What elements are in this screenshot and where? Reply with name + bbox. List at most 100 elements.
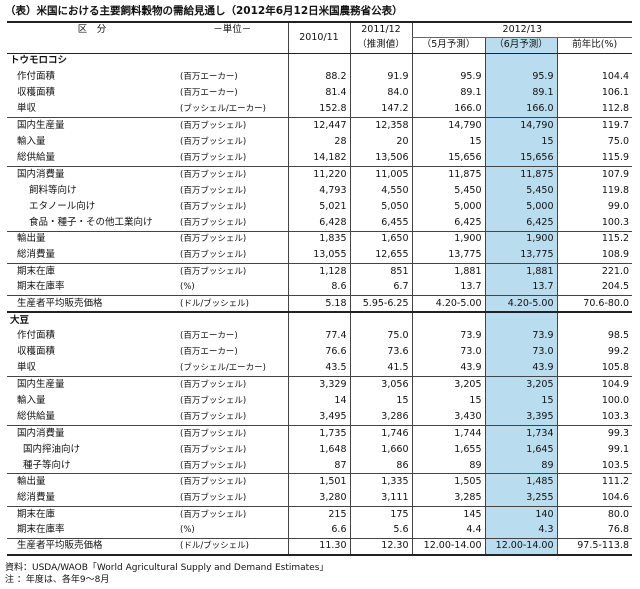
- table-row: 単収 (ブッシェル/エーカー) 43.5 41.5 43.9 43.9 105.8: [7, 360, 633, 378]
- value-2010: 14: [287, 392, 350, 410]
- row-label: 国内搾油向け: [23, 443, 81, 455]
- value-2011: 1,746: [349, 425, 412, 442]
- header-item: 区 分: [7, 21, 177, 38]
- value-2012-may: 1,655: [411, 441, 485, 458]
- value-2012-jun: 5,000: [484, 198, 557, 215]
- row-label: 食品・種子・その他工業向け: [7, 214, 177, 232]
- value-2012-jun: 15: [484, 133, 557, 151]
- row-unit: (百万ブッシェル): [180, 477, 247, 488]
- value-2012-jun: 13,775: [484, 247, 557, 264]
- value-2011: 1,335: [349, 473, 412, 491]
- row-unit: (%): [177, 279, 288, 297]
- value-2012-may: 13,775: [411, 247, 485, 264]
- table-row: 輸入量 (百万ブッシェル) 28 20 15 15 75.0: [7, 133, 633, 151]
- value-yoy: 100.3: [556, 214, 633, 232]
- row-label: 輸出量: [17, 233, 46, 245]
- value-2012-jun: 4.20-5.00: [484, 295, 557, 314]
- value-2012-jun: 1,645: [484, 441, 557, 458]
- value-2012-may: 1,900: [411, 231, 485, 248]
- value-2012-jun: 89: [484, 457, 557, 475]
- header-jun: （6月予測）: [484, 37, 557, 54]
- table-row: 輸入量 (百万ブッシェル) 14 15 15 15 100.0: [7, 392, 633, 410]
- row-label: 収穫面積: [17, 346, 56, 358]
- value-2011: 11,005: [349, 166, 412, 183]
- value-2012-may: 3,430: [411, 409, 485, 426]
- value-2012-may: 15: [411, 392, 485, 410]
- value-2011: 3,286: [349, 409, 412, 426]
- value-2012-may: 1,744: [411, 425, 485, 442]
- row-label: 総供給量: [7, 150, 177, 167]
- notes: 資料：USDA/WAOB「World Agricultural Supply a…: [5, 562, 328, 586]
- value-yoy: 99.0: [556, 198, 633, 215]
- row-unit: (百万ブッシェル): [180, 185, 247, 196]
- row-label: 収穫面積: [17, 87, 56, 99]
- row-unit: (百万ブッシェル): [180, 121, 247, 132]
- value-yoy: 103.3: [556, 409, 633, 426]
- value-2012-jun: 89.1: [484, 85, 557, 102]
- value-2012-jun: 12.00-14.00: [484, 538, 557, 556]
- value-2011: 3,056: [349, 376, 412, 393]
- value-2012-may: 43.9: [411, 360, 485, 378]
- row-label: 国内消費量: [17, 427, 65, 439]
- value-2012-may: 5,450: [411, 182, 485, 199]
- value-2011: 1,650: [349, 231, 412, 248]
- table-row: 期末在庫率 (%) 8.6 6.7 13.7 13.7 204.5: [7, 279, 633, 297]
- value-2010: 3,280: [287, 490, 350, 507]
- row-unit: (百万ブッシェル): [180, 169, 247, 180]
- value-2011: 84.0: [349, 85, 412, 102]
- table-row: 国内搾油向け (百万ブッシェル) 1,648 1,660 1,655 1,645 99.1: [7, 441, 633, 458]
- value-2010: 5,021: [287, 198, 350, 215]
- value-yoy: 119.8: [556, 182, 633, 199]
- row-unit: (ブッシェル/エーカー): [177, 101, 288, 119]
- value-2012-may: 15,656: [411, 150, 485, 167]
- row-unit: (百万ブッシェル): [177, 214, 288, 232]
- value-2011: 20: [349, 133, 412, 151]
- table-row: 単収 (ブッシェル/エーカー) 152.8 147.2 166.0 166.0 112.8: [7, 101, 633, 119]
- row-label: 生産者平均販売価格: [7, 538, 177, 556]
- row-label: エタノール向け: [29, 200, 96, 212]
- value-2010: 8.6: [287, 279, 350, 297]
- value-2011: 851: [349, 263, 412, 280]
- table-row: 作付面積 (百万エーカー) 88.2 91.9 95.9 95.9 104.4: [7, 69, 633, 86]
- value-2012-may: 4.4: [411, 522, 485, 540]
- value-yoy: 80.0: [556, 506, 633, 523]
- supply-demand-table: 区 分 －単位－ 2010/11 2011/12 2012/13 （推測値） （…: [7, 21, 633, 556]
- value-2010: 1,501: [287, 473, 350, 491]
- row-label: 期末在庫率: [7, 522, 177, 540]
- value-yoy: 115.2: [556, 231, 633, 248]
- value-2011: 75.0: [349, 328, 412, 345]
- value-2012-jun: 4.3: [484, 522, 557, 540]
- value-2010: 76.6: [287, 344, 350, 361]
- value-2012-may: 13.7: [411, 279, 485, 297]
- row-unit: (ブッシェル/エーカー): [177, 360, 288, 378]
- value-2012-jun: 1,485: [484, 473, 557, 491]
- header-yoy: 前年比(%): [556, 37, 633, 54]
- value-2010: 81.4: [287, 85, 350, 102]
- row-unit: (百万ブッシェル): [180, 509, 247, 520]
- section-header: 大豆: [7, 312, 633, 329]
- value-2011: 147.2: [349, 101, 412, 119]
- value-2012-may: 11,875: [411, 166, 485, 183]
- table-row: 期末在庫 (百万ブッシェル) 1,128 851 1,881 1,881 221.0: [7, 263, 633, 280]
- table-row: 総消費量 (百万ブッシェル) 13,055 12,655 13,775 13,775 108…: [7, 247, 633, 264]
- value-2010: 4,793: [287, 182, 350, 199]
- value-2012-jun: 15,656: [484, 150, 557, 167]
- value-yoy: 204.5: [556, 279, 633, 297]
- value-2010: 6.6: [287, 522, 350, 540]
- value-yoy: 75.0: [556, 133, 633, 151]
- row-unit: (百万ブッシェル): [180, 234, 247, 245]
- table-row: 生産者平均販売価格 (ドル/ブッシェル) 11.30 12.30 12.00-14.00…: [7, 538, 633, 556]
- value-2011: 3,111: [349, 490, 412, 507]
- value-2012-may: 73.0: [411, 344, 485, 361]
- value-2011: 12,358: [349, 117, 412, 134]
- header-unit: －単位－: [177, 21, 288, 38]
- value-2012-may: 3,285: [411, 490, 485, 507]
- value-2011: 5,050: [349, 198, 412, 215]
- value-2011: 73.6: [349, 344, 412, 361]
- value-2010: 1,128: [287, 263, 350, 280]
- value-2010: 77.4: [287, 328, 350, 345]
- value-2010: 88.2: [287, 69, 350, 86]
- table-row: 国内消費量 (百万ブッシェル) 1,735 1,746 1,744 1,734 99.3: [7, 425, 633, 442]
- value-2011: 12.30: [349, 538, 412, 556]
- row-unit: (百万ブッシェル): [180, 396, 247, 407]
